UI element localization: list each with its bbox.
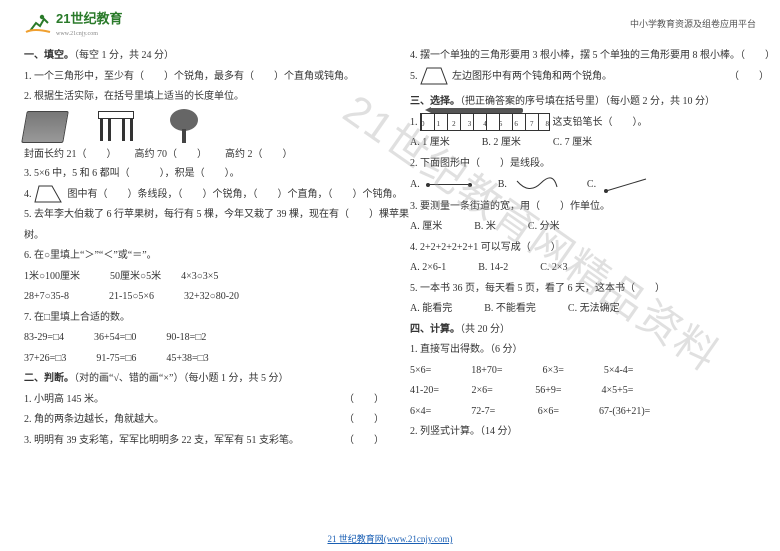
q3: 3. 5×6 中，5 和 6 都叫（ ），积是（ ）。 xyxy=(24,164,390,184)
ruler-num: 0 xyxy=(421,118,425,132)
c4b: B. 14-2 xyxy=(478,258,508,278)
q4-text: 图中有（ ）条线段，（ ）个锐角，（ ）个直角，（ ）个钝角。 xyxy=(68,189,403,200)
q6b: 28+7○35-8 21-15○5×6 32+32○80-20 xyxy=(24,287,390,307)
q7a: 83-29=□4 36+54=□0 90-18=□2 xyxy=(24,328,390,348)
q2-captions: 封面长约 21（ ） 高约 70（ ） 高约 2（ ） xyxy=(24,145,390,165)
j2-paren: （ ） xyxy=(344,410,384,430)
c5: 5. 一本书 36 页，每天看 5 页，看了 6 天，这本书（ ） xyxy=(410,279,775,299)
header-right-text: 中小学教育资源及组卷应用平台 xyxy=(630,17,756,30)
c5c: C. 无法确定 xyxy=(568,299,620,319)
j1: 1. 小明高 145 米。 xyxy=(24,390,104,410)
c5b: B. 不能看完 xyxy=(484,299,536,319)
section-3-meta: （把正确答案的序号填在括号里）（每小题 2 分，共 10 分） xyxy=(460,96,715,107)
logo-text-main: 21世纪教育 xyxy=(56,11,122,26)
j4: 4. 摆一个单独的三角形要用 3 根小棒，摆 5 个单独的三角形要用 8 根小棒… xyxy=(410,46,775,66)
c4-choices: A. 2×6-1 B. 14-2 C. 2×3 xyxy=(410,258,775,278)
d2: 2. 列竖式计算。（14 分） xyxy=(410,422,775,442)
c5a: A. 能看完 xyxy=(410,299,452,319)
ruler-num: 4 xyxy=(483,118,487,132)
curve-icon xyxy=(515,177,559,193)
c4: 4. 2+2+2+2+2+1 可以写成（ ） xyxy=(410,238,775,258)
segment-dots-icon xyxy=(428,184,470,185)
section-4-title: 四、计算。 xyxy=(410,324,460,335)
section-1-title: 一、填空。 xyxy=(24,50,74,61)
c3-choices: A. 厘米 B. 米 C. 分米 xyxy=(410,217,775,237)
c3: 3. 要测量一条街道的宽，用（ ）作单位。 xyxy=(410,197,775,217)
j5-paren: （ ） xyxy=(729,67,769,87)
right-column: 4. 摆一个单独的三角形要用 3 根小棒，摆 5 个单独的三角形要用 8 根小棒… xyxy=(410,46,775,451)
ruler-num: 1 xyxy=(437,118,441,132)
c2: 2. 下面图形中（ ）是线段。 xyxy=(410,154,775,174)
c1-choices: A. 1 厘米 B. 2 厘米 C. 7 厘米 xyxy=(410,133,775,153)
q5b: 树。 xyxy=(24,226,390,246)
q2-images xyxy=(24,109,390,143)
section-3-title: 三、选择。 xyxy=(410,96,460,107)
q6: 6. 在○里填上“＞”“＜”或“＝”。 xyxy=(24,246,390,266)
q5a: 5. 去年李大伯栽了 6 行苹果树，每行有 5 棵，今年又栽了 39 棵，现在有… xyxy=(24,205,390,225)
site-logo: 21世纪教育 www.21cnjy.com xyxy=(24,8,122,38)
ruler-numbers: 0 1 2 3 4 5 6 7 8 xyxy=(421,118,549,132)
tree-icon xyxy=(166,109,202,143)
c4a: A. 2×6-1 xyxy=(410,258,446,278)
notebook-icon xyxy=(21,111,69,143)
c1b: B. 2 厘米 xyxy=(482,133,521,153)
section-2-title: 二、判断。 xyxy=(24,373,74,384)
q1: 1. 一个三角形中，至少有（ ）个锐角，最多有（ ）个直角或钝角。 xyxy=(24,67,390,87)
pencil-icon xyxy=(431,108,523,113)
caption-1: 封面长约 21（ ） xyxy=(24,145,117,165)
c1-row: 1. 0 1 2 3 4 5 6 7 8 这支铅笔长（ ）。 xyxy=(410,113,775,133)
q6a: 1米○100厘米 50厘米○5米 4×3○3×5 xyxy=(24,267,390,287)
c1a: A. 1 厘米 xyxy=(410,133,450,153)
c2a-label: A. xyxy=(410,175,420,195)
q4: 4. 图中有（ ）条线段，（ ）个锐角，（ ）个直角，（ ）个钝角。 xyxy=(24,185,390,205)
caption-3: 高约 2（ ） xyxy=(225,145,293,165)
c2b-label: B. xyxy=(498,175,507,195)
ruler-num: 6 xyxy=(514,118,518,132)
j2: 2. 角的两条边越长，角就越大。 xyxy=(24,410,164,430)
section-4-meta: （共 20 分） xyxy=(460,324,510,335)
caption-2: 高约 70（ ） xyxy=(135,145,208,165)
c4c: C. 2×3 xyxy=(540,258,567,278)
page-header: 21世纪教育 www.21cnjy.com 中小学教育资源及组卷应用平台 xyxy=(0,0,780,42)
q2: 2. 根据生活实际，在括号里填上适当的长度单位。 xyxy=(24,87,390,107)
c3b: B. 米 xyxy=(474,217,496,237)
content-columns: 一、填空。（每空 1 分，共 24 分） 1. 一个三角形中，至少有（ ）个锐角… xyxy=(0,42,780,451)
section-1-meta: （每空 1 分，共 24 分） xyxy=(74,50,174,61)
j5: 5. 左边图形中有两个钝角和两个锐角。 xyxy=(410,67,612,87)
c5-choices: A. 能看完 B. 不能看完 C. 无法确定 xyxy=(410,299,775,319)
d1a: 5×6= 18+70= 6×3= 5×4-4= xyxy=(410,361,775,381)
right-trapezoid-icon xyxy=(420,67,448,85)
d1c: 6×4= 72-7= 6×6= 67-(36+21)= xyxy=(410,402,775,422)
trapezoid-icon xyxy=(34,185,62,203)
table-icon xyxy=(96,109,136,143)
ruler-num: 2 xyxy=(452,118,456,132)
d1b: 41-20= 2×6= 56+9= 4×5+5= xyxy=(410,381,775,401)
diagonal-dot-icon xyxy=(604,177,648,193)
j3-paren: （ ） xyxy=(344,431,384,451)
c2-shapes: A. B. C. xyxy=(410,175,775,195)
j5-row: 5. 左边图形中有两个钝角和两个锐角。 （ ） xyxy=(410,67,775,87)
q7: 7. 在□里填上合适的数。 xyxy=(24,308,390,328)
j3-row: 3. 明明有 39 支彩笔，军军比明明多 22 支，军军有 51 支彩笔。 （ … xyxy=(24,431,390,451)
logo-text-sub: www.21cnjy.com xyxy=(56,31,98,37)
c3a: A. 厘米 xyxy=(410,217,442,237)
c1c: C. 7 厘米 xyxy=(553,133,592,153)
j3: 3. 明明有 39 支彩笔，军军比明明多 22 支，军军有 51 支彩笔。 xyxy=(24,431,299,451)
q7b: 37+26=□3 91-75=□6 45+38=□3 xyxy=(24,349,390,369)
left-column: 一、填空。（每空 1 分，共 24 分） 1. 一个三角形中，至少有（ ）个锐角… xyxy=(24,46,390,451)
c3c: C. 分米 xyxy=(528,217,560,237)
ruler-num: 5 xyxy=(499,118,503,132)
logo-runner-icon xyxy=(24,13,52,33)
d1: 1. 直接写出得数。（6 分） xyxy=(410,340,775,360)
footer-link[interactable]: 21 世纪教育网(www.21cnjy.com) xyxy=(0,532,780,545)
section-2-meta: （对的画“√、错的画“×”）（每小题 1 分，共 5 分） xyxy=(74,373,288,384)
ruler-num: 3 xyxy=(468,118,472,132)
ruler-num: 8 xyxy=(546,118,550,132)
c2c-label: C. xyxy=(587,175,596,195)
j1-row: 1. 小明高 145 米。 （ ） xyxy=(24,390,390,410)
j1-paren: （ ） xyxy=(344,390,384,410)
j2-row: 2. 角的两条边越长，角就越大。 （ ） xyxy=(24,410,390,430)
ruler-icon: 0 1 2 3 4 5 6 7 8 xyxy=(420,113,550,131)
ruler-num: 7 xyxy=(530,118,534,132)
